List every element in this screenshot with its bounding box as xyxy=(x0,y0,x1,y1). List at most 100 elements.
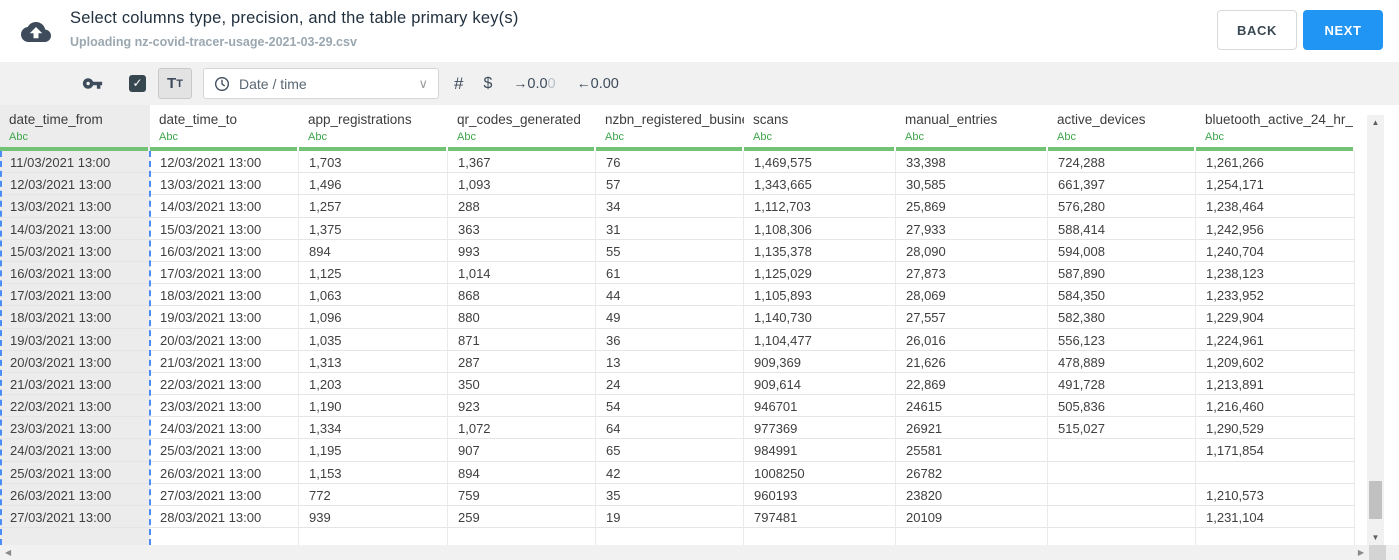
table-cell[interactable] xyxy=(1048,506,1196,529)
vertical-scrollbar-thumb[interactable] xyxy=(1369,481,1382,519)
table-cell[interactable]: 57 xyxy=(596,173,744,196)
table-cell[interactable]: 1,224,961 xyxy=(1196,328,1355,351)
table-cell[interactable]: 946701 xyxy=(744,395,896,418)
table-cell[interactable]: 27,557 xyxy=(896,306,1048,329)
table-cell[interactable]: 1,096 xyxy=(299,306,448,329)
table-cell[interactable]: 24/03/2021 13:00 xyxy=(0,439,150,462)
table-cell[interactable] xyxy=(0,528,150,545)
table-cell[interactable]: 868 xyxy=(448,284,596,307)
table-cell[interactable]: 26921 xyxy=(896,417,1048,440)
table-cell[interactable]: 960193 xyxy=(744,483,896,506)
table-cell[interactable]: 1,375 xyxy=(299,217,448,240)
back-button[interactable]: BACK xyxy=(1217,10,1297,50)
table-cell[interactable]: 1,240,704 xyxy=(1196,239,1355,262)
table-cell[interactable]: 36 xyxy=(596,328,744,351)
table-cell[interactable]: 21/03/2021 13:00 xyxy=(0,372,150,396)
table-cell[interactable]: 1,257 xyxy=(299,195,448,218)
table-cell[interactable]: 27/03/2021 13:00 xyxy=(150,483,299,506)
table-cell[interactable]: 576,280 xyxy=(1048,195,1196,218)
table-cell[interactable]: 17/03/2021 13:00 xyxy=(0,284,150,307)
table-cell[interactable]: 18/03/2021 13:00 xyxy=(150,284,299,307)
table-cell[interactable]: 26782 xyxy=(896,461,1048,484)
table-cell[interactable]: 491,728 xyxy=(1048,372,1196,396)
table-cell[interactable]: 21,626 xyxy=(896,350,1048,373)
table-cell[interactable]: 22,869 xyxy=(896,372,1048,396)
table-cell[interactable]: 505,836 xyxy=(1048,395,1196,418)
table-cell[interactable]: 894 xyxy=(299,239,448,262)
table-cell[interactable]: 287 xyxy=(448,350,596,373)
table-cell[interactable]: 1,233,952 xyxy=(1196,284,1355,307)
table-cell[interactable]: 1,334 xyxy=(299,417,448,440)
table-cell[interactable]: 909,614 xyxy=(744,372,896,396)
include-column-checkbox[interactable]: ✓ xyxy=(129,75,146,92)
table-cell[interactable] xyxy=(896,528,1048,545)
table-cell[interactable]: 19/03/2021 13:00 xyxy=(150,306,299,329)
table-cell[interactable]: 939 xyxy=(299,506,448,529)
table-cell[interactable]: 19/03/2021 13:00 xyxy=(0,328,150,351)
table-cell[interactable]: 1,104,477 xyxy=(744,328,896,351)
table-cell[interactable]: 17/03/2021 13:00 xyxy=(150,261,299,285)
table-cell[interactable]: 20/03/2021 13:00 xyxy=(150,328,299,351)
table-cell[interactable] xyxy=(299,528,448,545)
table-cell[interactable]: 21/03/2021 13:00 xyxy=(150,350,299,373)
table-cell[interactable]: 288 xyxy=(448,195,596,218)
table-cell[interactable]: 13 xyxy=(596,350,744,373)
column-header-manual_entries[interactable]: manual_entries Abc xyxy=(896,105,1048,151)
table-cell[interactable]: 1,496 xyxy=(299,173,448,196)
table-cell[interactable]: 350 xyxy=(448,372,596,396)
decrease-decimals-button[interactable]: ←0.00 xyxy=(576,75,619,92)
table-cell[interactable]: 55 xyxy=(596,239,744,262)
scroll-left-arrow-icon[interactable]: ◀ xyxy=(5,548,12,557)
table-cell[interactable]: 515,027 xyxy=(1048,417,1196,440)
table-cell[interactable]: 1,238,123 xyxy=(1196,261,1355,285)
table-cell[interactable]: 35 xyxy=(596,483,744,506)
next-button[interactable]: NEXT xyxy=(1303,10,1383,50)
table-cell[interactable]: 1,313 xyxy=(299,350,448,373)
table-cell[interactable]: 1,209,602 xyxy=(1196,350,1355,373)
table-cell[interactable]: 15/03/2021 13:00 xyxy=(0,239,150,262)
table-cell[interactable]: 582,380 xyxy=(1048,306,1196,329)
table-cell[interactable]: 27/03/2021 13:00 xyxy=(0,506,150,529)
table-cell[interactable]: 1008250 xyxy=(744,461,896,484)
table-cell[interactable]: 15/03/2021 13:00 xyxy=(150,217,299,240)
column-header-qr_codes_generated[interactable]: qr_codes_generated Abc xyxy=(448,105,596,151)
table-cell[interactable]: 759 xyxy=(448,483,596,506)
table-cell[interactable] xyxy=(1048,461,1196,484)
table-cell[interactable]: 588,414 xyxy=(1048,217,1196,240)
table-cell[interactable]: 1,125 xyxy=(299,261,448,285)
table-cell[interactable]: 1,125,029 xyxy=(744,261,896,285)
table-cell[interactable]: 28,090 xyxy=(896,239,1048,262)
table-cell[interactable]: 1,290,529 xyxy=(1196,417,1355,440)
table-cell[interactable]: 1,469,575 xyxy=(744,151,896,174)
table-cell[interactable]: 1,367 xyxy=(448,151,596,174)
table-cell[interactable]: 12/03/2021 13:00 xyxy=(150,151,299,174)
table-cell[interactable]: 1,140,730 xyxy=(744,306,896,329)
table-cell[interactable]: 1,112,703 xyxy=(744,195,896,218)
table-cell[interactable]: 594,008 xyxy=(1048,239,1196,262)
table-cell[interactable]: 24615 xyxy=(896,395,1048,418)
table-cell[interactable]: 20109 xyxy=(896,506,1048,529)
table-cell[interactable]: 13/03/2021 13:00 xyxy=(0,195,150,218)
table-cell[interactable]: 584,350 xyxy=(1048,284,1196,307)
table-cell[interactable]: 772 xyxy=(299,483,448,506)
column-type-dropdown[interactable]: Date / time ∨ xyxy=(203,68,439,99)
table-cell[interactable] xyxy=(596,528,744,545)
column-header-scans[interactable]: scans Abc xyxy=(744,105,896,151)
table-cell[interactable]: 984991 xyxy=(744,439,896,462)
table-cell[interactable]: 880 xyxy=(448,306,596,329)
table-cell[interactable]: 1,343,665 xyxy=(744,173,896,196)
table-cell[interactable]: 13/03/2021 13:00 xyxy=(150,173,299,196)
column-header-app_registrations[interactable]: app_registrations Abc xyxy=(299,105,448,151)
table-cell[interactable]: 65 xyxy=(596,439,744,462)
table-cell[interactable]: 894 xyxy=(448,461,596,484)
table-cell[interactable]: 14/03/2021 13:00 xyxy=(0,217,150,240)
table-cell[interactable]: 556,123 xyxy=(1048,328,1196,351)
horizontal-scrollbar[interactable]: ◀ ▶ xyxy=(0,545,1399,560)
table-cell[interactable]: 26,016 xyxy=(896,328,1048,351)
table-cell[interactable]: 1,093 xyxy=(448,173,596,196)
scroll-right-arrow-icon[interactable]: ▶ xyxy=(1357,548,1364,557)
table-cell[interactable]: 1,203 xyxy=(299,372,448,396)
table-cell[interactable]: 34 xyxy=(596,195,744,218)
table-cell[interactable]: 27,933 xyxy=(896,217,1048,240)
